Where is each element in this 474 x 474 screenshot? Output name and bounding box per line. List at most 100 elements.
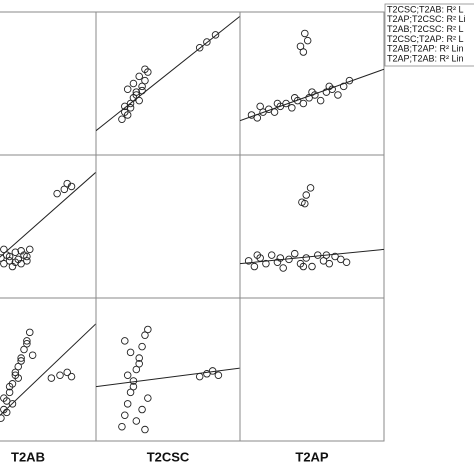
point <box>138 342 146 351</box>
point <box>262 259 270 268</box>
point <box>23 252 31 261</box>
panel-plot <box>240 29 384 122</box>
point <box>316 96 325 105</box>
point <box>17 354 25 362</box>
panel <box>239 154 385 299</box>
fit-line <box>0 323 96 416</box>
panel-plot <box>96 325 240 434</box>
point <box>28 351 37 359</box>
point <box>20 345 28 354</box>
point <box>141 76 149 85</box>
panel <box>239 11 385 156</box>
point <box>135 96 143 105</box>
point <box>303 36 312 45</box>
point <box>132 88 141 96</box>
point <box>23 337 31 345</box>
point <box>138 82 146 91</box>
point <box>132 365 141 374</box>
point <box>299 48 308 56</box>
panel <box>95 154 241 299</box>
point <box>301 199 309 208</box>
point <box>141 331 149 339</box>
point <box>135 360 143 368</box>
point <box>319 257 328 265</box>
point <box>14 374 22 382</box>
point <box>342 258 351 267</box>
point <box>339 82 348 91</box>
point <box>141 65 149 73</box>
point <box>279 264 287 272</box>
point <box>5 252 14 261</box>
legend-entry: T2AB;T2AP: R² Lin <box>387 44 464 54</box>
point <box>126 388 135 397</box>
point <box>299 99 308 108</box>
variable-label: T2AP <box>295 449 329 464</box>
point <box>121 102 129 111</box>
point <box>306 184 315 192</box>
point <box>23 340 31 348</box>
point <box>60 185 69 194</box>
point <box>305 94 313 102</box>
point <box>26 328 34 337</box>
point <box>5 388 14 397</box>
point <box>123 85 132 93</box>
point <box>138 405 146 414</box>
point <box>53 189 61 198</box>
point <box>195 44 204 52</box>
point <box>118 422 126 431</box>
point <box>23 257 31 265</box>
point <box>47 374 56 382</box>
panel <box>0 154 97 299</box>
point <box>302 254 310 262</box>
point <box>123 400 132 408</box>
point <box>5 257 14 265</box>
point <box>121 337 129 345</box>
point <box>56 371 64 379</box>
point <box>301 29 309 38</box>
point <box>17 357 25 365</box>
panel <box>239 297 385 442</box>
point <box>126 104 135 112</box>
legend-entry: T2CSC;T2AB: R² L <box>387 4 464 14</box>
point <box>0 254 5 262</box>
point <box>17 259 25 268</box>
point <box>5 382 14 391</box>
point <box>250 262 259 271</box>
point <box>267 251 276 259</box>
legend-entry: T2AB;T2CSC: R² L <box>387 24 464 34</box>
legend-entry: T2AP;T2AB: R² Lin <box>387 53 464 63</box>
legend-box <box>384 3 474 67</box>
point <box>259 108 267 116</box>
point <box>11 368 20 377</box>
panel-plot <box>240 184 384 272</box>
point <box>14 362 22 371</box>
fit-line <box>96 367 240 388</box>
panel-plot <box>0 171 96 271</box>
variable-label: T2AB <box>11 449 45 464</box>
point <box>123 111 132 119</box>
point <box>211 31 220 39</box>
point <box>126 99 135 108</box>
point <box>296 42 305 51</box>
point <box>314 251 322 259</box>
fit-line <box>240 248 384 265</box>
point <box>144 394 152 402</box>
point <box>129 79 138 88</box>
point <box>0 245 8 254</box>
point <box>135 354 143 362</box>
point <box>11 258 20 267</box>
point <box>302 191 310 199</box>
point <box>126 348 135 357</box>
point <box>308 262 316 271</box>
point <box>63 368 71 377</box>
point <box>325 82 334 91</box>
point <box>322 88 331 96</box>
point <box>118 115 126 123</box>
point <box>214 371 223 379</box>
point <box>17 247 25 255</box>
panel <box>0 11 97 156</box>
point <box>331 252 339 261</box>
point <box>299 262 308 271</box>
legend-entry: T2CSC;T2AP: R² L <box>387 34 464 44</box>
